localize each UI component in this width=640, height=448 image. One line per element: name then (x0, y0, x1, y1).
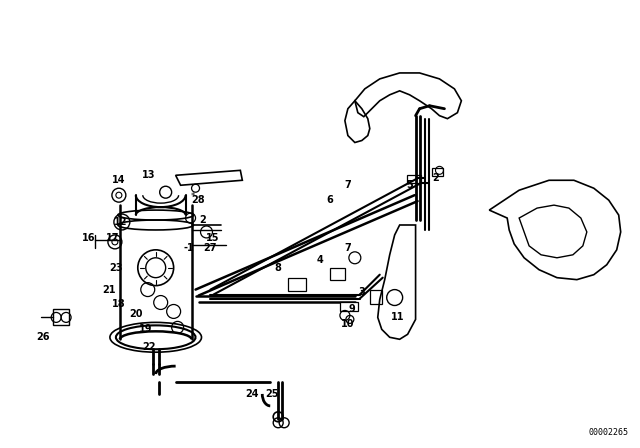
Text: 17: 17 (106, 233, 120, 243)
Text: -1: -1 (183, 243, 194, 253)
Text: 21: 21 (102, 284, 116, 295)
Text: 16: 16 (83, 233, 96, 243)
Text: 14: 14 (112, 175, 125, 185)
Text: 18: 18 (112, 300, 125, 310)
Text: 2: 2 (432, 173, 439, 183)
Text: 26: 26 (36, 332, 50, 342)
Text: 7: 7 (344, 180, 351, 190)
Text: 10: 10 (341, 319, 355, 329)
Text: 20: 20 (129, 310, 143, 319)
Bar (330, 268, 345, 280)
Text: 15: 15 (205, 233, 220, 243)
Text: 12: 12 (114, 217, 127, 227)
Text: 11: 11 (391, 312, 404, 323)
Text: 8: 8 (275, 263, 282, 273)
Text: *: * (191, 192, 195, 201)
Text: 23: 23 (109, 263, 123, 273)
Text: 9: 9 (349, 305, 355, 314)
Text: 22: 22 (142, 342, 156, 352)
Text: 3: 3 (358, 287, 365, 297)
Text: 5: 5 (406, 180, 413, 190)
Text: 00002265: 00002265 (589, 428, 628, 437)
Bar (406, 175, 420, 183)
Text: 2: 2 (199, 215, 206, 225)
Text: 24: 24 (246, 389, 259, 399)
Bar (431, 168, 444, 177)
Text: 13: 13 (142, 170, 156, 180)
Text: 6: 6 (326, 195, 333, 205)
Text: 19: 19 (139, 324, 152, 334)
Text: 25: 25 (266, 389, 279, 399)
Text: 4: 4 (317, 255, 323, 265)
Text: 27: 27 (204, 243, 217, 253)
Text: 28: 28 (192, 195, 205, 205)
Text: 7: 7 (344, 243, 351, 253)
Bar (288, 278, 306, 291)
Polygon shape (340, 302, 358, 311)
